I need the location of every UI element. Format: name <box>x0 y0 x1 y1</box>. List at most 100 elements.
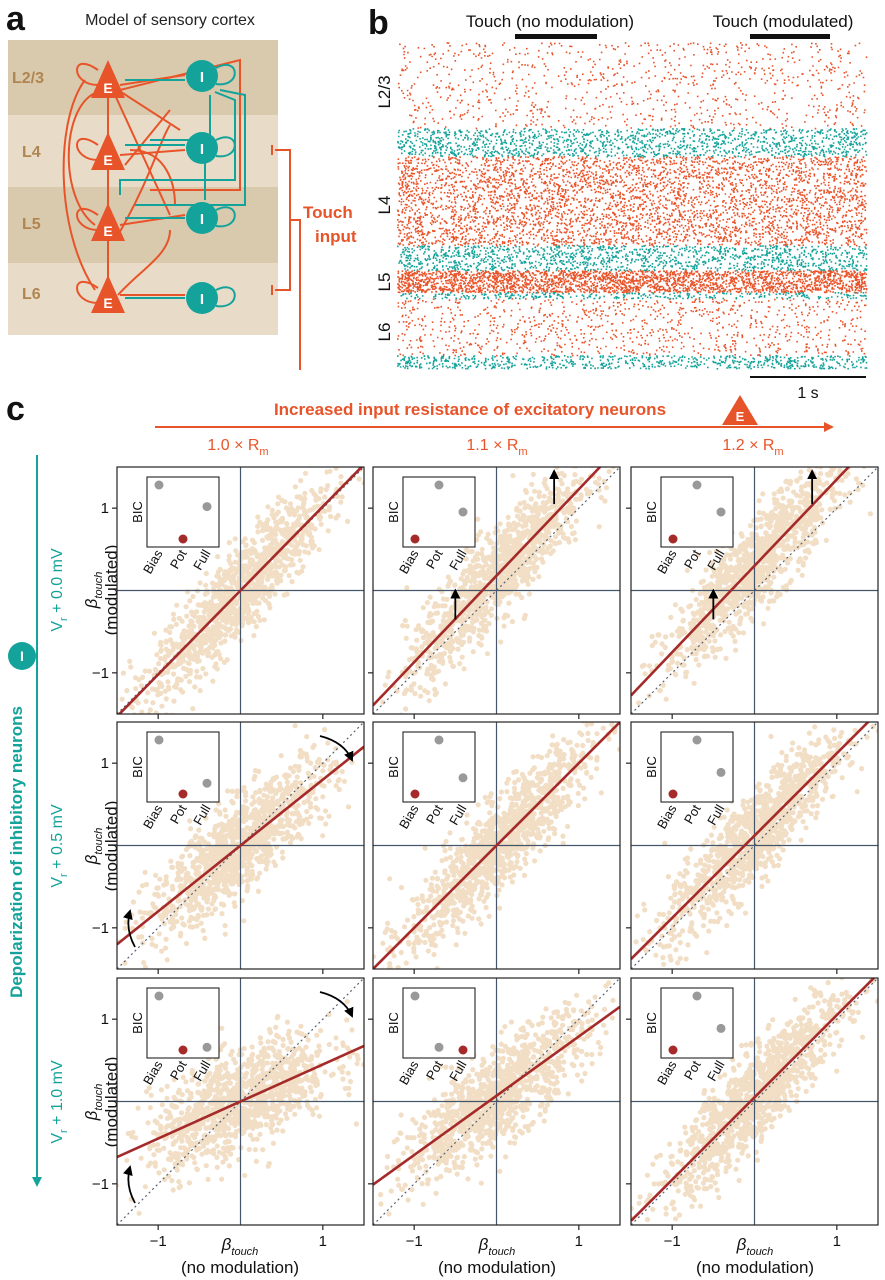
bic-point-full <box>716 1023 726 1033</box>
raster-spikes-5 <box>400 292 867 300</box>
x-tick-label: 1 <box>833 1233 841 1250</box>
identity-line <box>631 722 878 969</box>
bic-inset-ylabel: BIC <box>386 1012 401 1034</box>
identity-line <box>373 467 620 714</box>
xlabel-paren-col-1: (no modulation) <box>181 1258 299 1277</box>
touch-input-line2: input <box>315 227 357 246</box>
bic-point-pot <box>692 480 702 490</box>
bic-inset-ylabel: BIC <box>386 501 401 523</box>
exc-neuron-l23: E <box>91 60 125 98</box>
ylabel-paren-row-2: (modulated) <box>102 801 121 892</box>
bic-point-full <box>202 502 212 512</box>
exc-neuron-l6: E <box>91 275 125 313</box>
raster-band-5 <box>400 292 867 300</box>
self-loops <box>76 62 236 308</box>
x-tick-label: 1 <box>319 1233 327 1250</box>
fit-line <box>373 722 620 969</box>
panel-label-b: b <box>368 4 389 42</box>
bic-point-bias <box>154 735 164 745</box>
y-tick-label: 1 <box>101 1011 109 1028</box>
layer-band-l23 <box>8 40 278 115</box>
plot-frame <box>372 721 621 970</box>
touch-bar-modulated <box>750 34 830 39</box>
bic-inset-ylabel: BIC <box>644 501 659 523</box>
row-label-3: Vr + 1.0 mV <box>49 1060 70 1144</box>
raster-scalebar-label: 1 s <box>797 385 818 402</box>
panel-label-c: c <box>6 390 25 428</box>
bic-point-full <box>202 778 212 788</box>
xlabel-col-1: βtouch <box>221 1235 259 1258</box>
raster-spikes-2 <box>397 156 868 247</box>
plot-frame <box>630 466 879 715</box>
layer-band-l5 <box>8 187 278 263</box>
raster-band-2 <box>397 156 868 247</box>
bic-inset-ylabel: BIC <box>130 501 145 523</box>
annotation-arrow <box>319 735 354 762</box>
raster-spikes-0 <box>397 42 868 130</box>
plot-frame <box>116 466 365 715</box>
bic-inset-ylabel: BIC <box>386 756 401 778</box>
fit-line <box>631 722 870 961</box>
exc-neuron-l5: E <box>91 203 125 241</box>
raster-band-4 <box>397 270 868 294</box>
network-connections <box>62 58 246 299</box>
raster-spikes-6 <box>397 298 867 357</box>
fit-line <box>117 467 364 714</box>
plot-frame <box>372 466 621 715</box>
identity-line <box>373 978 620 1225</box>
bic-point-full <box>458 1045 468 1055</box>
bic-point-full <box>716 767 726 777</box>
bic-point-pot <box>178 1045 188 1055</box>
col-label-2: 1.1 × Rm <box>466 437 527 458</box>
annotation-arrow <box>123 909 136 948</box>
inhibitory-neurons: I I I I <box>186 60 218 314</box>
bic-inset-ylabel: BIC <box>644 756 659 778</box>
raster-layer-label-l6: L6 <box>375 323 394 342</box>
scatter-points <box>117 723 364 969</box>
bic-point-bias <box>154 991 164 1001</box>
x-tick-label: −1 <box>406 1233 423 1250</box>
bic-point-full <box>458 773 468 783</box>
identity-line <box>117 722 364 969</box>
xlabel-paren-col-2: (no modulation) <box>438 1258 556 1277</box>
touch-label-no-modulation: Touch (no modulation) <box>466 12 634 31</box>
exc-neuron-l4: E <box>91 132 125 170</box>
annotation-arrow <box>123 1165 136 1204</box>
touch-label-modulated: Touch (modulated) <box>713 12 854 31</box>
raster-spikes-1 <box>397 128 868 158</box>
ylabel-row-1: βtouch <box>82 572 105 610</box>
y-tick-label: −1 <box>92 665 109 682</box>
xlabel-col-3: βtouch <box>736 1235 774 1258</box>
raster-spikes-3 <box>397 245 868 272</box>
x-tick-label: −1 <box>664 1233 681 1250</box>
bic-point-pot <box>692 991 702 1001</box>
exc-label-l5: E <box>103 223 112 239</box>
x-tick-label: 1 <box>575 1233 583 1250</box>
inh-neuron-l23: I <box>186 60 218 92</box>
bic-point-pot <box>434 480 444 490</box>
touch-input-line1: Touch <box>303 203 353 222</box>
ylabel-row-2: βtouch <box>82 828 105 866</box>
raster-layer-label-l4: L4 <box>375 196 394 215</box>
bic-point-full <box>202 1042 212 1052</box>
y-tick-label: 1 <box>101 755 109 772</box>
y-tick-label: 1 <box>101 500 109 517</box>
plot-frame <box>116 721 365 970</box>
fit-line <box>117 745 364 946</box>
plot-frame <box>116 977 365 1226</box>
fit-line <box>631 467 851 697</box>
bic-point-pot <box>434 735 444 745</box>
left-axis-i-icon-label: I <box>20 648 24 664</box>
